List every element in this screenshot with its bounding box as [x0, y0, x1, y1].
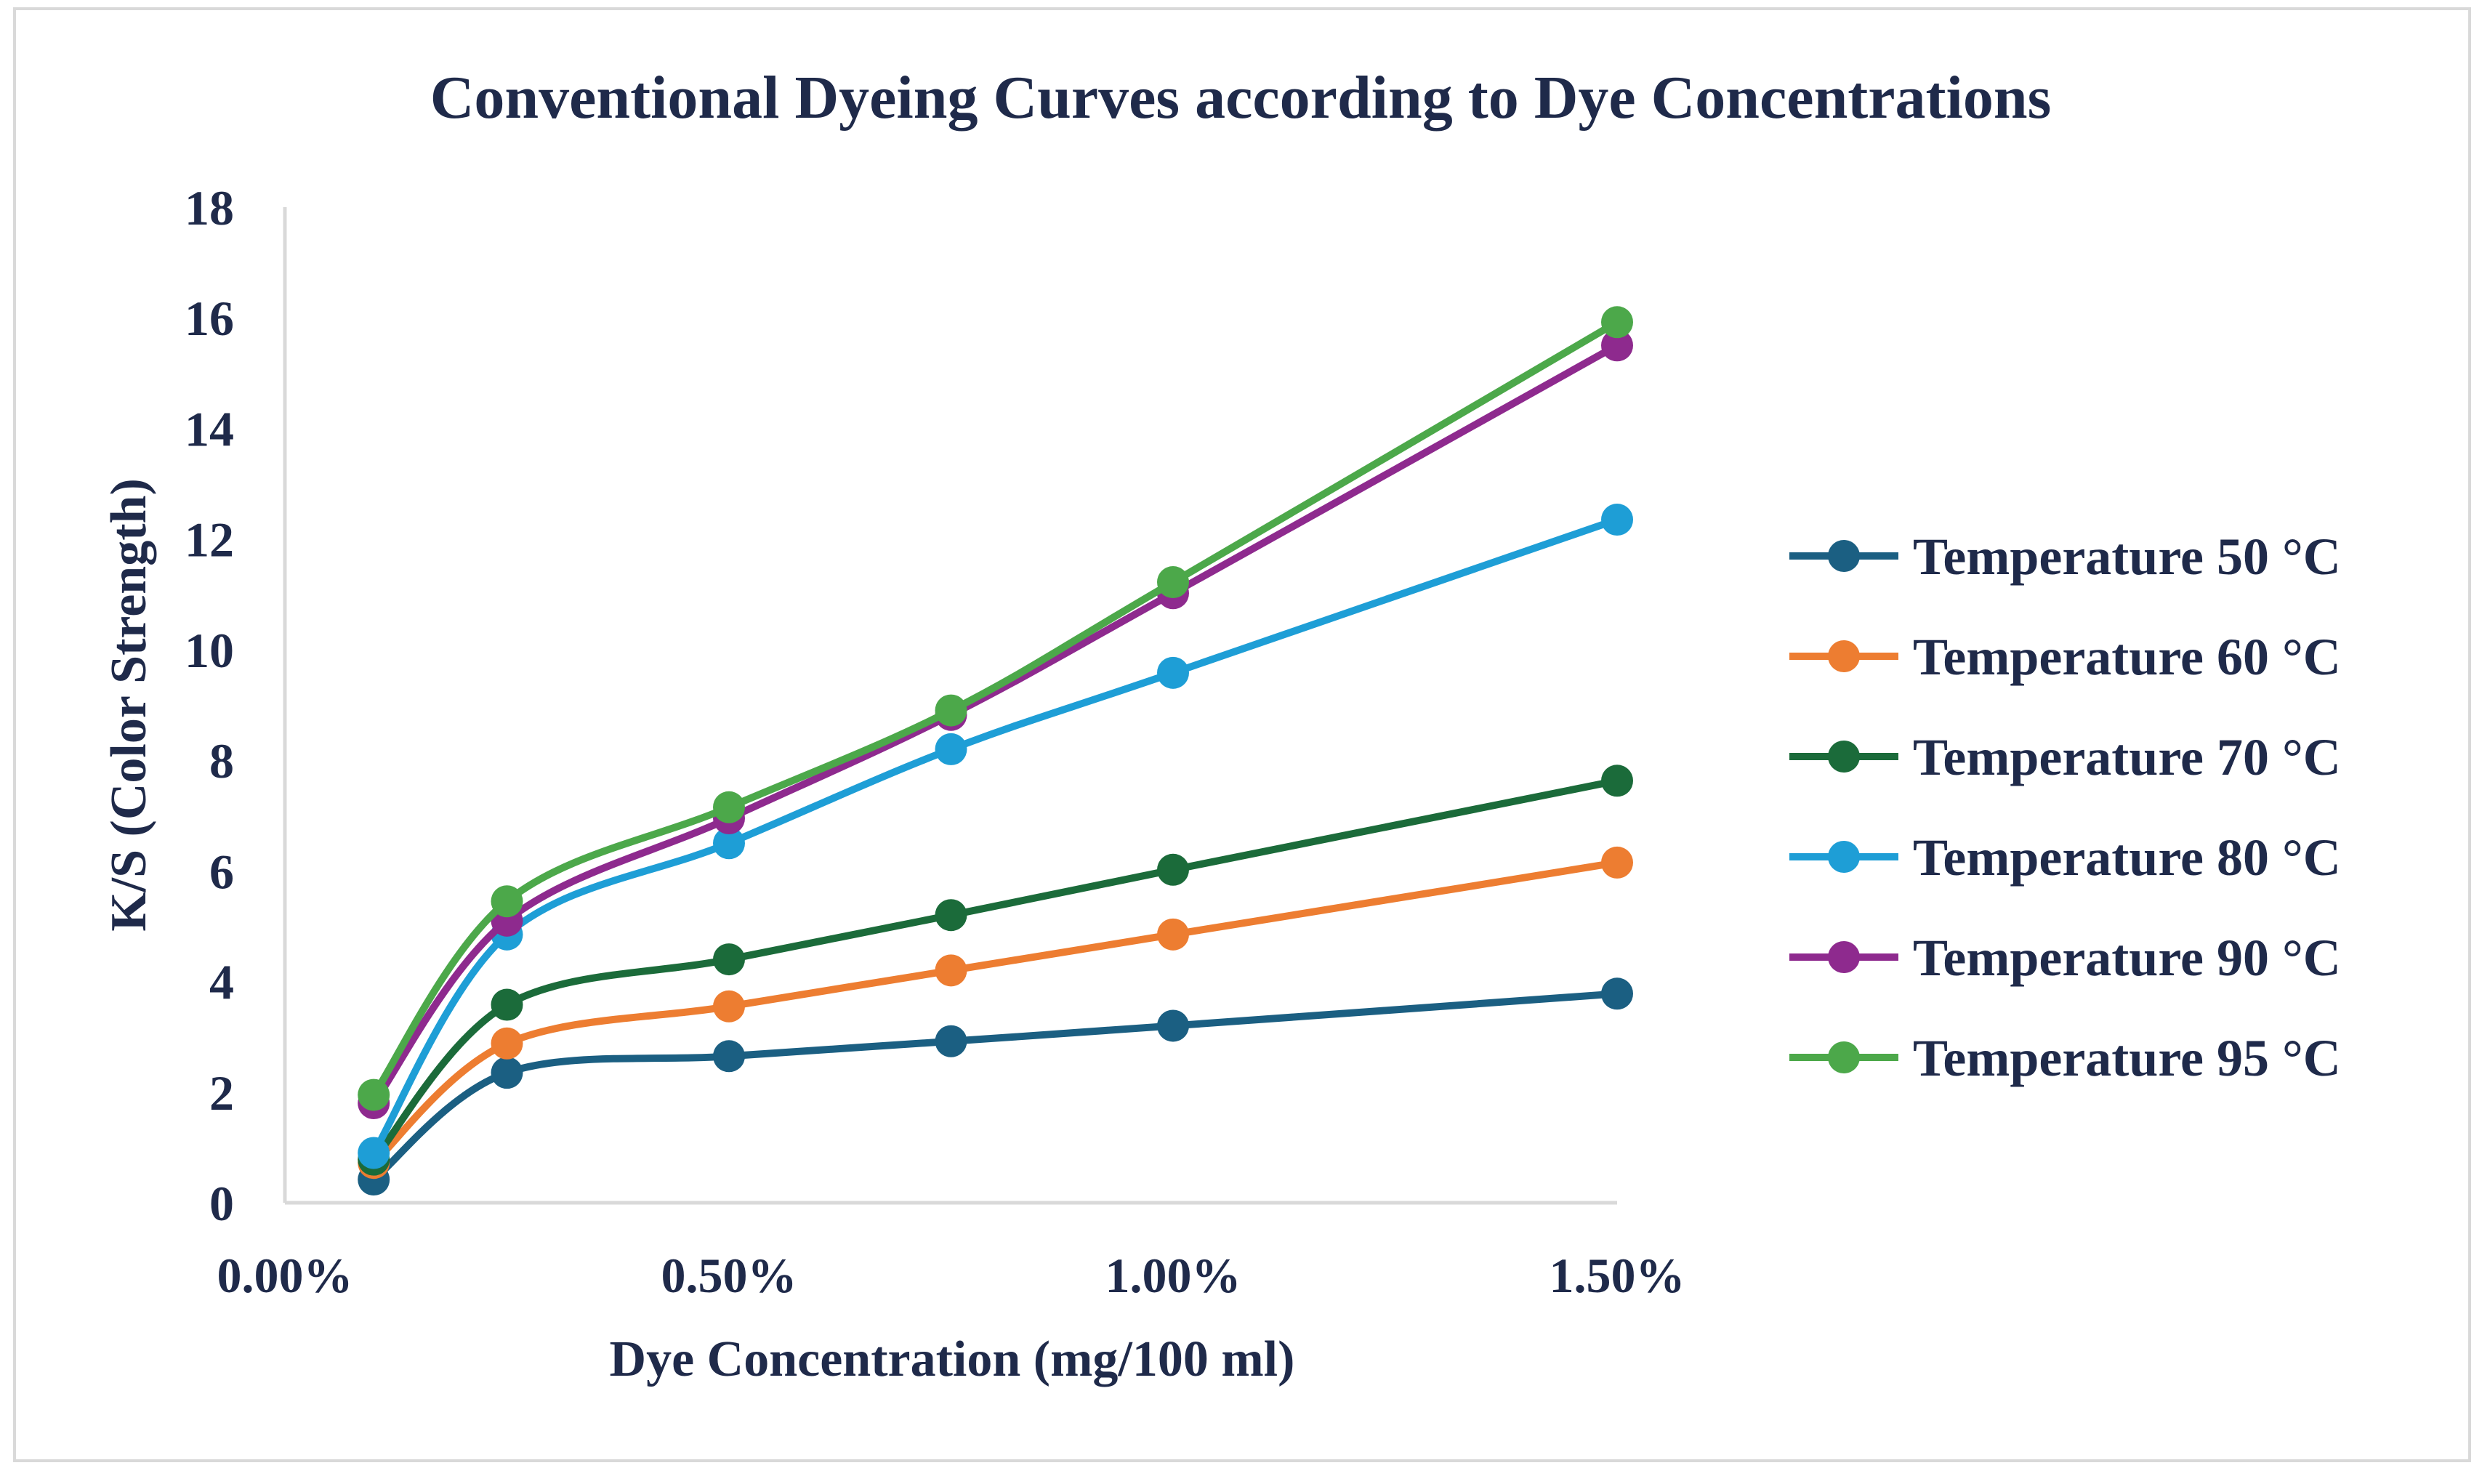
data-point	[1157, 1009, 1189, 1042]
y-tick-label: 2	[209, 1065, 234, 1121]
data-point	[1601, 765, 1633, 797]
x-tick-label: 0.50%	[661, 1248, 797, 1303]
legend-label: Temperature 80 °C	[1913, 828, 2341, 887]
data-point	[491, 1057, 523, 1089]
y-tick-label: 0	[209, 1176, 234, 1231]
legend-marker	[1828, 640, 1860, 672]
y-tick-label: 10	[185, 623, 234, 678]
legend-item: Temperature 90 °C	[1789, 929, 2341, 987]
data-point	[935, 694, 967, 727]
data-point	[1157, 853, 1189, 886]
data-point	[713, 943, 745, 976]
x-tick-label: 1.50%	[1550, 1248, 1685, 1303]
data-point	[1601, 846, 1633, 879]
chart-frame	[13, 7, 2471, 1462]
legend-marker	[1828, 841, 1860, 873]
legend-label: Temperature 95 °C	[1913, 1029, 2341, 1087]
legend-label: Temperature 60 °C	[1913, 628, 2341, 686]
y-tick-label: 6	[209, 844, 234, 899]
series-line	[370, 516, 1621, 1157]
data-point	[358, 1078, 390, 1111]
legend-item: Temperature 60 °C	[1789, 628, 2341, 686]
legend-label: Temperature 90 °C	[1913, 929, 2341, 987]
data-point	[935, 733, 967, 765]
data-point	[1601, 306, 1633, 339]
data-point	[491, 885, 523, 918]
data-point	[1601, 329, 1633, 362]
x-tick-label: 0.00%	[217, 1248, 353, 1303]
data-point	[358, 1137, 390, 1169]
y-tick-label: 16	[185, 291, 234, 346]
legend-marker	[1828, 540, 1860, 572]
legend-label: Temperature 70 °C	[1913, 728, 2341, 786]
legend-marker	[1828, 741, 1860, 773]
data-point	[491, 1027, 523, 1060]
x-axis-ticks: 0.00% 0.50% 1.00% 1.50%	[217, 1248, 1685, 1303]
data-point	[1601, 977, 1633, 1010]
data-point	[1157, 918, 1189, 951]
data-point	[1157, 566, 1189, 599]
plot-area	[358, 306, 1633, 1196]
y-tick-label: 4	[209, 955, 234, 1010]
data-point	[713, 791, 745, 823]
data-point	[713, 1040, 745, 1073]
data-point	[713, 827, 745, 860]
data-point	[491, 988, 523, 1021]
series-3	[358, 765, 1633, 1176]
chart-title: Conventional Dyeing Curves according to …	[430, 64, 2052, 132]
data-point	[935, 1025, 967, 1057]
data-point	[713, 990, 745, 1023]
y-tick-label: 14	[185, 401, 234, 456]
legend-marker	[1828, 941, 1860, 973]
y-tick-label: 12	[185, 512, 234, 568]
legend-item: Temperature 70 °C	[1789, 728, 2341, 786]
legend-label: Temperature 50 °C	[1913, 528, 2341, 586]
y-axis-ticks: 0 2 4 6 8 10 12 14 16 18	[185, 180, 234, 1231]
legend-item: Temperature 95 °C	[1789, 1029, 2341, 1087]
data-point	[1157, 656, 1189, 689]
legend-item: Temperature 80 °C	[1789, 828, 2341, 887]
series-1	[358, 977, 1633, 1196]
series-6	[358, 306, 1633, 1111]
legend-item: Temperature 50 °C	[1789, 528, 2341, 586]
data-point	[1601, 504, 1633, 536]
y-tick-label: 18	[185, 180, 234, 235]
data-point	[935, 899, 967, 932]
legend-marker	[1828, 1041, 1860, 1073]
x-tick-label: 1.00%	[1105, 1248, 1241, 1303]
y-tick-label: 8	[209, 733, 234, 789]
legend: Temperature 50 °C Temperature 60 °C Temper…	[1789, 528, 2341, 1087]
y-axis-title: K/S (Color Strength)	[101, 478, 157, 932]
x-axis-title: Dye Concentration (mg/100 ml)	[610, 1331, 1295, 1387]
data-point	[935, 954, 967, 987]
